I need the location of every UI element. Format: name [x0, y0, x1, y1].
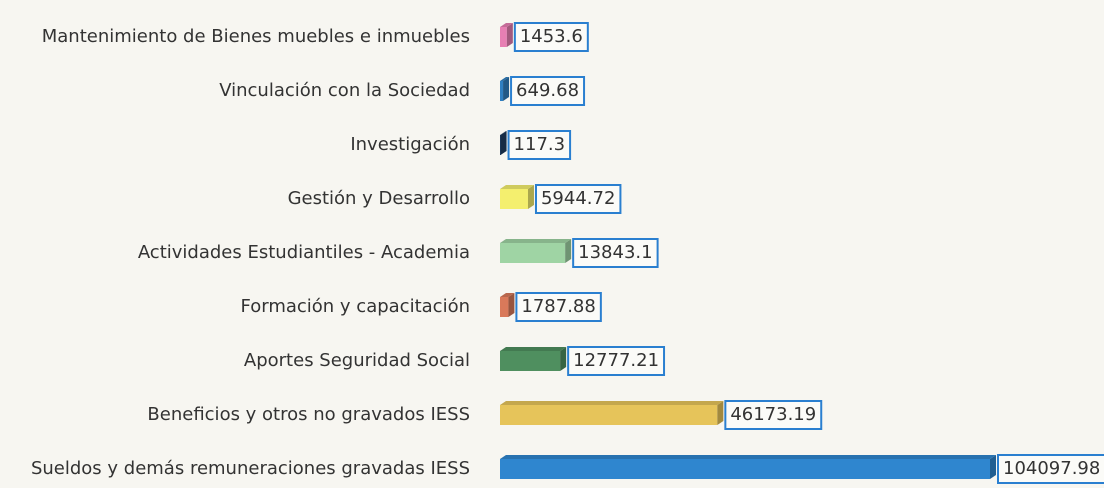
bar-top: [500, 131, 507, 135]
category-label: Actividades Estudiantiles - Academia: [138, 242, 470, 263]
bar-top: [500, 239, 572, 243]
bar-top: [500, 455, 996, 459]
value-label: 13843.1: [578, 242, 652, 263]
value-label-box: [515, 292, 602, 322]
bar-side: [990, 455, 996, 479]
category-label: Formación y capacitación: [241, 296, 470, 317]
bar: [500, 351, 561, 371]
bar: [500, 243, 566, 263]
value-label: 649.68: [516, 80, 579, 101]
bar-top: [500, 77, 510, 81]
bar-side: [500, 131, 507, 155]
value-label-box: [534, 184, 622, 214]
bar: [500, 189, 528, 209]
value-label-box: [513, 22, 589, 52]
value-label: 1453.6: [520, 26, 583, 47]
bar-top: [500, 23, 513, 27]
bar-side: [717, 401, 724, 425]
value-label-box: [507, 130, 572, 160]
value-label: 46173.19: [730, 404, 816, 425]
category-label: Gestión y Desarrollo: [288, 188, 470, 209]
bar-side: [503, 77, 510, 101]
value-label: 12777.21: [573, 350, 659, 371]
bar-top: [500, 347, 567, 351]
category-label: Vinculación con la Sociedad: [219, 80, 470, 101]
bar: [500, 405, 718, 425]
value-label: 104097.98: [1003, 458, 1100, 479]
category-label: Beneficios y otros no gravados IESS: [147, 404, 470, 425]
bar-side: [560, 347, 567, 371]
value-label: 5944.72: [541, 188, 615, 209]
value-label-box: [510, 76, 586, 106]
category-label: Mantenimiento de Bienes muebles e inmueb…: [42, 26, 470, 47]
bar: [500, 459, 990, 479]
value-label: 117.3: [514, 134, 566, 155]
bar-top: [500, 401, 724, 405]
bar-top: [500, 293, 515, 297]
value-label-box: [997, 454, 1104, 484]
category-label: Aportes Seguridad Social: [244, 350, 470, 371]
bar-side: [508, 293, 515, 317]
value-label: 1787.88: [521, 296, 595, 317]
value-label-box: [572, 238, 659, 268]
bar-side: [506, 23, 513, 47]
value-label-box: [567, 346, 666, 376]
bar-side: [527, 185, 534, 209]
bar-side: [565, 239, 572, 263]
bar-top: [500, 185, 534, 189]
category-label: Sueldos y demás remuneraciones gravadas …: [31, 458, 470, 479]
bar: [500, 297, 509, 317]
category-label: Investigación: [350, 134, 470, 155]
bar: [500, 135, 501, 155]
bar: [500, 81, 504, 101]
value-label-box: [724, 400, 823, 430]
bar: [500, 27, 507, 47]
